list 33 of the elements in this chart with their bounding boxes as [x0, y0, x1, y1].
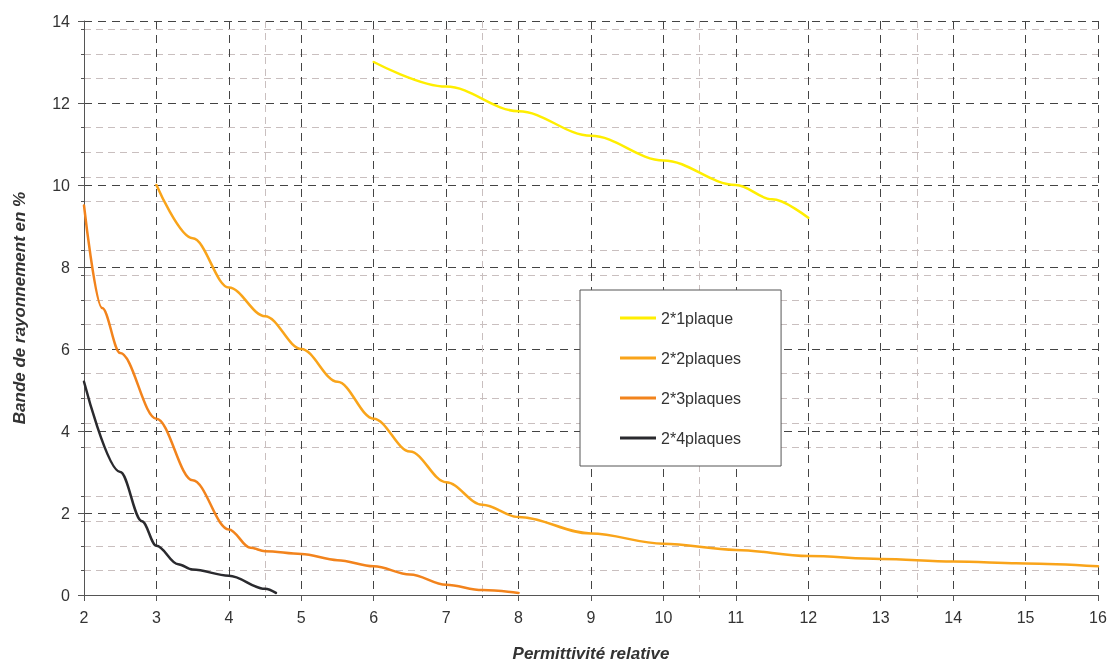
legend-label: 2*3plaques: [661, 389, 742, 407]
y-tick-label: 8: [61, 258, 71, 276]
y-tick-label: 4: [61, 422, 71, 440]
y-tick-label: 2: [61, 504, 71, 522]
y-tick-label: 14: [52, 12, 71, 30]
y-tick-label: 6: [61, 340, 71, 358]
legend-label: 2*4plaques: [661, 429, 742, 447]
y-tick-label: 10: [52, 176, 71, 194]
legend-label: 2*1plaque: [661, 309, 734, 327]
y-axis-title: Bande de rayonnement en %: [10, 191, 29, 425]
y-tick-label: 12: [52, 94, 71, 112]
x-tick-label: 5: [296, 608, 306, 626]
legend-label: 2*2plaques: [661, 349, 742, 367]
line-series: [155, 183, 1100, 568]
line-series: [82, 380, 278, 595]
x-tick-label: 12: [799, 608, 818, 626]
x-tick-label: 14: [944, 608, 963, 626]
x-tick-label: 3: [151, 608, 161, 626]
x-tick-label: 10: [654, 608, 673, 626]
x-tick-label: 9: [586, 608, 596, 626]
y-tick-label: 0: [61, 586, 71, 604]
line-series: [82, 204, 520, 595]
x-tick-label: 11: [727, 608, 745, 626]
x-axis-title: Permittivité relative: [512, 644, 670, 663]
x-tick-label: 6: [369, 608, 379, 626]
x-tick-label: 13: [871, 608, 890, 626]
x-tick-label: 2: [79, 608, 89, 626]
x-tick-label: 4: [224, 608, 234, 626]
x-tick-label: 16: [1089, 608, 1107, 626]
x-tick-label: 15: [1016, 608, 1035, 626]
line-series: [372, 60, 810, 220]
x-tick-label: 7: [441, 608, 451, 626]
x-tick-label: 8: [514, 608, 524, 626]
